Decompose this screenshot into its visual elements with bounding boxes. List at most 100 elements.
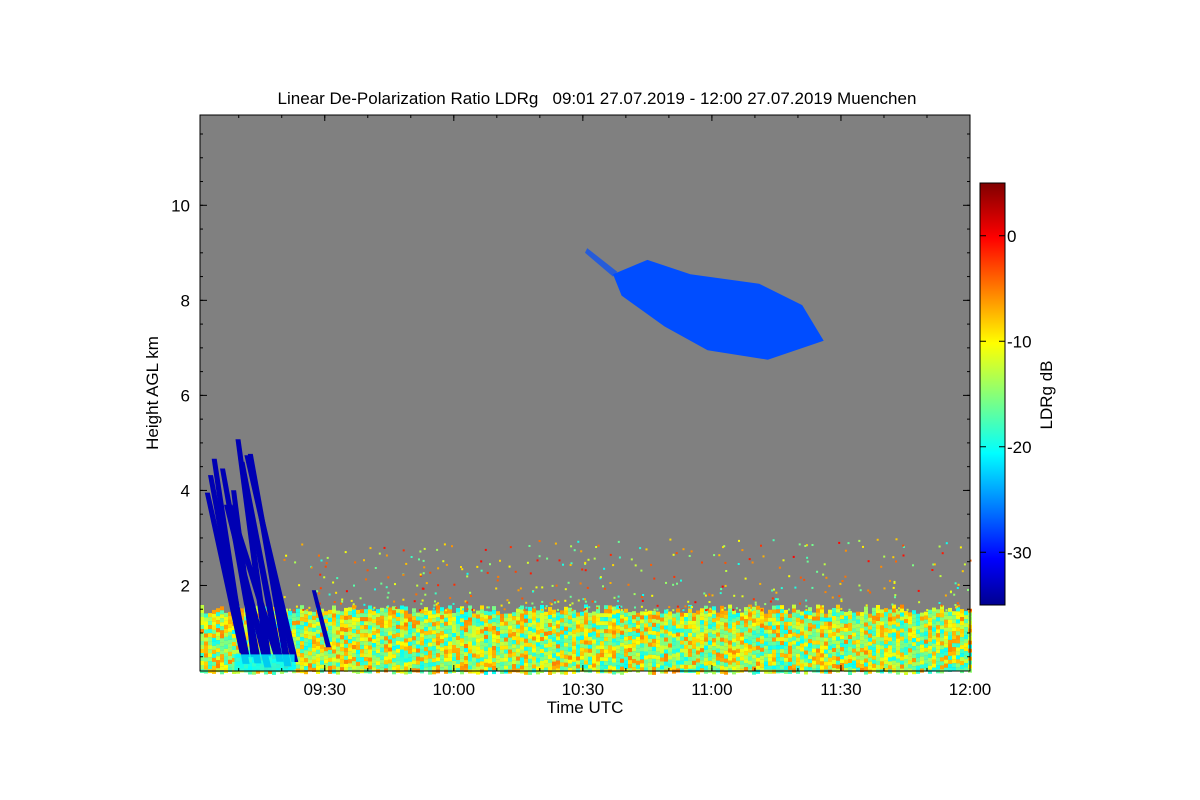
heat-cell xyxy=(324,655,328,660)
heat-cell xyxy=(268,645,272,650)
heat-cell xyxy=(840,615,844,620)
heat-cell xyxy=(324,647,328,652)
heat-cell xyxy=(472,613,476,618)
heat-cell xyxy=(936,621,940,626)
heat-cell xyxy=(952,615,956,620)
heat-cell xyxy=(556,652,560,657)
heat-cell xyxy=(316,653,320,658)
heat-cell xyxy=(404,642,408,647)
heat-cell xyxy=(512,612,516,617)
heat-cell xyxy=(376,653,380,658)
heat-cell xyxy=(536,642,540,647)
heat-cell xyxy=(368,665,372,670)
heat-cell xyxy=(360,645,364,650)
heat-cell xyxy=(636,656,640,661)
heat-cell xyxy=(804,610,808,615)
heat-cell xyxy=(484,670,488,675)
heat-cell xyxy=(688,648,692,653)
heat-cell xyxy=(596,641,600,646)
heat-cell xyxy=(640,635,644,640)
heat-cell xyxy=(582,598,585,601)
heat-cell xyxy=(620,650,624,655)
heat-cell xyxy=(956,587,959,589)
heat-cell xyxy=(356,653,360,658)
heat-cell xyxy=(416,632,420,637)
heat-cell xyxy=(856,647,860,652)
heat-cell xyxy=(296,628,300,633)
heat-cell xyxy=(752,622,756,627)
heat-cell xyxy=(576,628,580,633)
heat-cell xyxy=(877,608,880,611)
heat-cell xyxy=(728,656,732,661)
heat-cell xyxy=(392,626,396,631)
heat-cell xyxy=(568,607,572,612)
heat-cell xyxy=(526,561,529,564)
heat-cell xyxy=(736,660,740,665)
heat-cell xyxy=(512,628,516,633)
heat-cell xyxy=(208,645,212,650)
heat-cell xyxy=(896,654,900,659)
heat-cell xyxy=(732,646,736,651)
heat-cell xyxy=(604,657,608,662)
heat-cell xyxy=(504,653,508,658)
heat-cell xyxy=(360,657,364,662)
heat-cell xyxy=(904,655,908,659)
heat-cell xyxy=(560,626,564,631)
heat-cell xyxy=(588,636,592,641)
heat-cell xyxy=(268,641,272,646)
heat-cell xyxy=(388,623,392,628)
heat-cell xyxy=(288,623,292,628)
heat-cell xyxy=(704,637,708,642)
heat-cell xyxy=(212,625,216,630)
heat-cell xyxy=(516,616,520,621)
heat-cell xyxy=(708,608,712,613)
heat-cell xyxy=(840,659,844,664)
heat-cell xyxy=(440,667,444,672)
heat-cell xyxy=(660,637,664,642)
heat-cell xyxy=(656,631,660,636)
heat-cell xyxy=(864,646,868,651)
heat-cell xyxy=(720,621,724,626)
heat-cell xyxy=(668,611,672,616)
heat-cell xyxy=(892,632,896,637)
heat-cell xyxy=(392,638,396,643)
heat-cell xyxy=(276,628,280,633)
heat-cell xyxy=(744,663,748,668)
heat-cell xyxy=(660,653,664,658)
heat-cell xyxy=(368,649,372,654)
heat-cell xyxy=(332,629,336,634)
heat-cell xyxy=(224,612,228,617)
heat-cell xyxy=(628,664,632,669)
heat-cell xyxy=(568,667,572,672)
heat-cell xyxy=(940,625,944,630)
heat-cell xyxy=(708,601,711,603)
heat-cell xyxy=(844,659,848,664)
heat-cell xyxy=(904,611,908,615)
heat-cell xyxy=(784,613,788,618)
heat-cell xyxy=(912,650,916,655)
heat-cell xyxy=(800,655,804,660)
heat-cell xyxy=(959,546,962,549)
heat-cell xyxy=(856,631,860,636)
heat-cell xyxy=(228,643,232,648)
heat-cell xyxy=(672,609,675,612)
heat-cell xyxy=(720,625,724,630)
heat-cell xyxy=(460,654,464,659)
heat-cell xyxy=(356,617,360,622)
heat-cell xyxy=(592,623,596,628)
heat-cell xyxy=(722,546,724,549)
heat-cell xyxy=(848,659,852,663)
heat-cell xyxy=(528,646,532,651)
heat-cell xyxy=(344,611,348,616)
heat-cell xyxy=(884,628,888,633)
heat-cell xyxy=(600,625,604,630)
heat-cell xyxy=(596,607,599,609)
heat-cell xyxy=(900,616,904,621)
heat-cell xyxy=(208,661,212,666)
heat-cell xyxy=(664,641,668,646)
heat-cell xyxy=(648,614,652,619)
heat-cell xyxy=(948,667,952,672)
heat-cell xyxy=(593,557,596,560)
heat-cell xyxy=(608,653,612,658)
fall-streak xyxy=(215,508,250,657)
